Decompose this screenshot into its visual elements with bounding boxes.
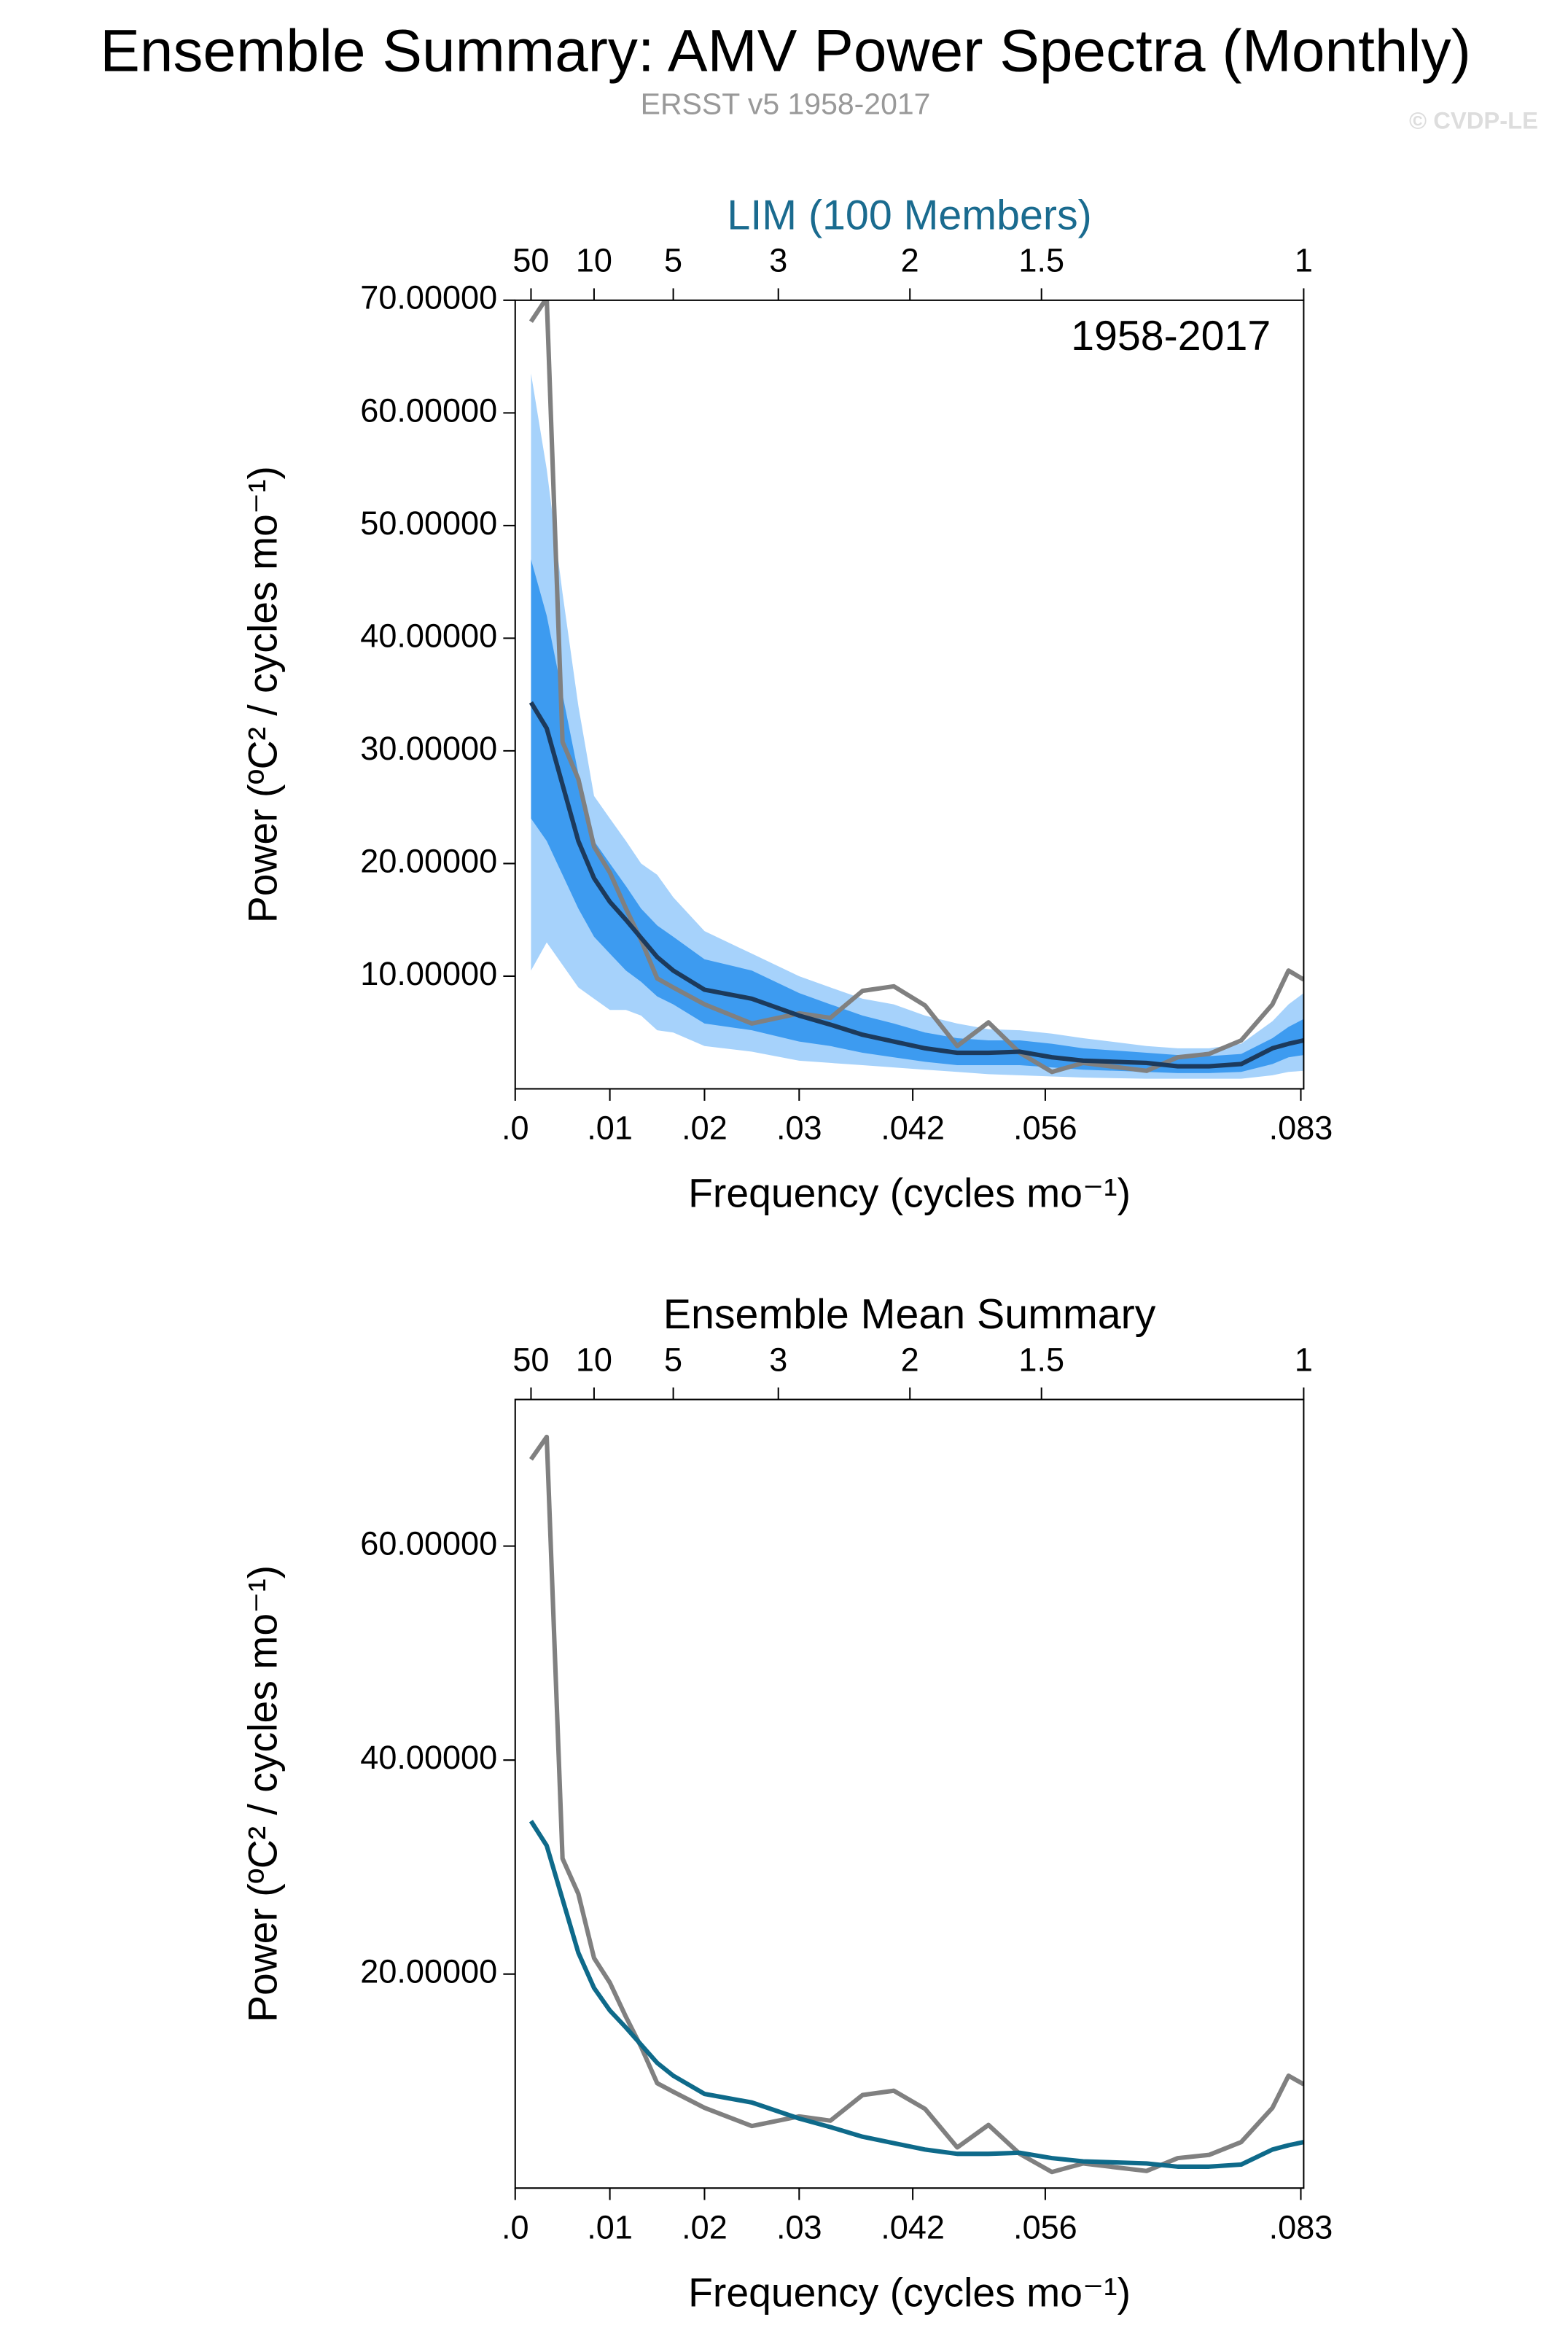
x-tick-label: .0 (502, 2208, 529, 2246)
top-x-tick-label: 10 (576, 1341, 612, 1378)
top-x-tick-label: 50 (512, 242, 549, 279)
x-tick-label: .042 (881, 2208, 945, 2246)
top-x-tick-label: 2 (901, 1341, 919, 1378)
top-x-tick-label: 2 (901, 242, 919, 279)
top-x-tick-label: 1.5 (1018, 242, 1064, 279)
y-tick-label: 20.00000 (360, 842, 497, 879)
top-x-tick-label: 50 (512, 1341, 549, 1378)
top-x-tick-label: 1 (1295, 1341, 1313, 1378)
x-tick-label: .03 (776, 2208, 822, 2246)
y-tick-label: 40.00000 (360, 617, 497, 654)
plot-frame (514, 1398, 1305, 2189)
plot-area (528, 300, 1304, 1079)
x-tick-label: .01 (587, 1110, 633, 1147)
page-title: Ensemble Summary: AMV Power Spectra (Mon… (100, 18, 1471, 85)
subtitle: ERSST v5 1958-2017 (641, 87, 931, 120)
spectrum-line (528, 1820, 1304, 2169)
x-axis-label: Frequency (cycles mo⁻¹) (688, 2270, 1131, 2315)
top-x-tick-label: 10 (576, 242, 612, 279)
y-tick-label: 50.00000 (360, 505, 497, 542)
watermark: © CVDP-LE (1409, 107, 1538, 134)
spectrum-line (528, 300, 1304, 1075)
top-x-tick-label: 3 (769, 242, 787, 279)
y-tick-label: 60.00000 (360, 392, 497, 429)
top-x-tick-label: 5 (664, 242, 682, 279)
y-tick-label: 60.00000 (360, 1525, 497, 1562)
plot-area (528, 1434, 1304, 2175)
y-tick-label: 10.00000 (360, 955, 497, 992)
y-tick-label: 70.00000 (360, 279, 497, 316)
top-x-tick-label: 1.5 (1018, 1341, 1064, 1378)
chart-title: LIM (100 Members) (727, 192, 1091, 238)
top-x-tick-label: 1 (1295, 242, 1313, 279)
x-tick-label: .056 (1013, 1110, 1077, 1147)
y-axis-label: Power (ºC² / cycles mo⁻¹) (240, 466, 285, 923)
annotation: 1958-2017 (1071, 313, 1271, 359)
y-tick-label: 30.00000 (360, 730, 497, 767)
chart-title: Ensemble Mean Summary (663, 1291, 1156, 1338)
x-tick-label: .03 (776, 1110, 822, 1147)
x-tick-label: .056 (1013, 2208, 1077, 2246)
x-tick-label: .0 (502, 1110, 529, 1147)
x-tick-label: .083 (1269, 1110, 1333, 1147)
x-tick-label: .02 (682, 1110, 728, 1147)
y-axis-label: Power (ºC² / cycles mo⁻¹) (240, 1565, 285, 2022)
spread-band (531, 373, 1304, 1079)
top-x-tick-label: 3 (769, 1341, 787, 1378)
x-tick-label: .02 (682, 2208, 728, 2246)
y-tick-label: 20.00000 (360, 1953, 497, 1990)
x-tick-label: .083 (1269, 2208, 1333, 2246)
x-axis-label: Frequency (cycles mo⁻¹) (688, 1171, 1131, 1216)
spectrum-line (528, 701, 1304, 1069)
spectrum-line (528, 1434, 1304, 2175)
y-tick-label: 40.00000 (360, 1739, 497, 1776)
x-tick-label: .01 (587, 2208, 633, 2246)
x-tick-label: .042 (881, 1110, 945, 1147)
top-x-tick-label: 5 (664, 1341, 682, 1378)
